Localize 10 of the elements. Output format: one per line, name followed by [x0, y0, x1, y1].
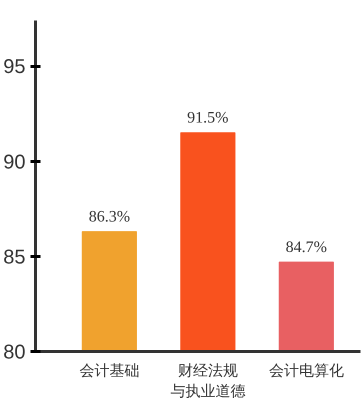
data-label: 91.5% — [187, 110, 229, 127]
x-tick-label: 财经法规与执业道德 — [170, 362, 246, 400]
y-tick-label: 95 — [3, 56, 26, 78]
data-label: 84.7% — [286, 239, 327, 256]
x-tick-label: 会计电算化 — [268, 362, 344, 380]
x-tick-label: 会计基础 — [79, 362, 140, 380]
y-tick-label: 85 — [3, 246, 26, 268]
y-tick-label: 80 — [3, 342, 26, 364]
y-tick-label: 90 — [3, 151, 26, 174]
data-label: 86.3% — [88, 208, 130, 226]
